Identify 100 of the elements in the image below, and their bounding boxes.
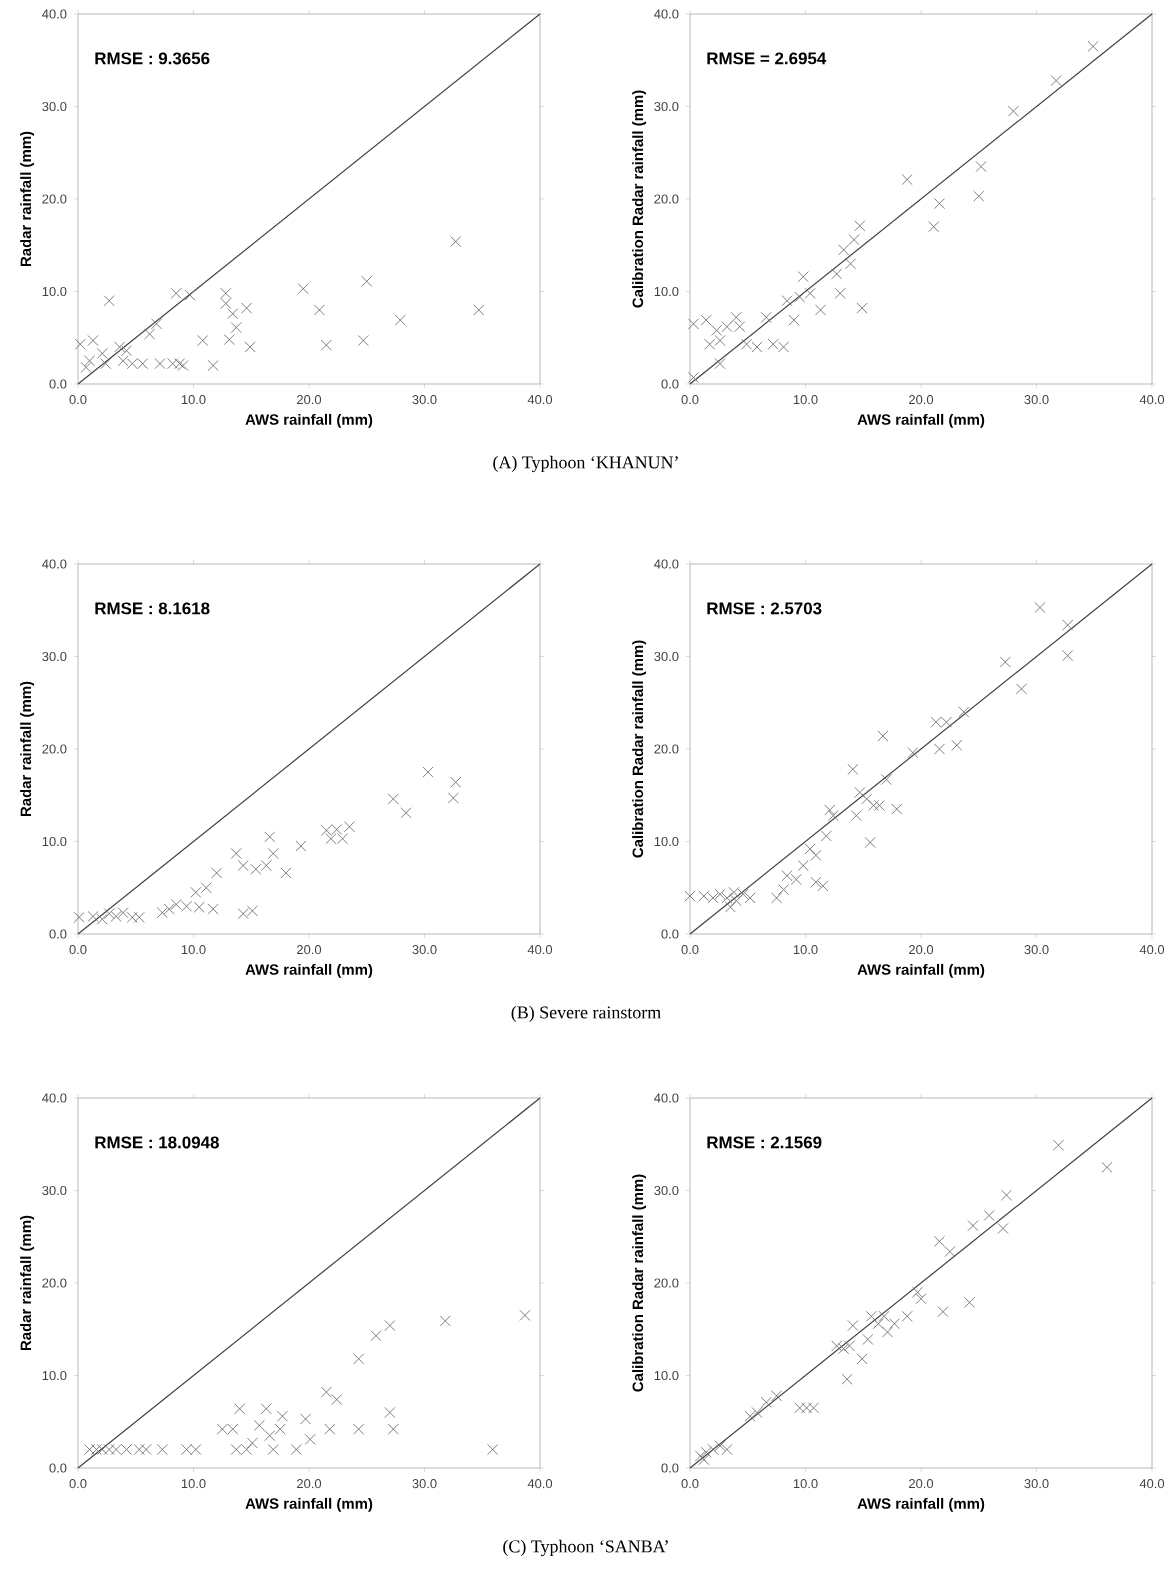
point (967, 1220, 979, 1232)
point (700, 1446, 712, 1458)
point (854, 786, 866, 798)
point (299, 1413, 312, 1425)
point (838, 1343, 850, 1355)
point (760, 1396, 772, 1408)
point (801, 1402, 813, 1414)
point (313, 304, 325, 316)
point (963, 1296, 976, 1308)
point (912, 1286, 924, 1298)
point (246, 1437, 258, 1449)
point (422, 766, 434, 778)
point (290, 1443, 302, 1456)
point (473, 304, 485, 316)
annotation: RMSE : 9.3656 (95, 52, 210, 65)
point (207, 359, 219, 372)
text: (A) Typhoon ‘KHANUN’ (493, 455, 678, 473)
point (387, 793, 399, 805)
point (778, 884, 790, 896)
point (519, 1309, 531, 1321)
point (880, 773, 892, 786)
point (96, 347, 108, 359)
point (400, 807, 412, 819)
point (698, 1454, 710, 1466)
point (1007, 105, 1019, 117)
point (100, 358, 112, 370)
point (928, 221, 940, 233)
point (856, 1353, 868, 1365)
point (714, 1440, 726, 1452)
point (357, 334, 369, 347)
point (394, 314, 406, 326)
point (983, 1209, 995, 1222)
point (361, 275, 373, 287)
point (114, 341, 126, 353)
point (267, 1443, 279, 1456)
point (901, 174, 913, 186)
point (264, 831, 276, 843)
point (487, 1443, 499, 1456)
point (845, 258, 857, 270)
point (1062, 619, 1074, 631)
point (264, 1430, 276, 1442)
point (797, 860, 809, 872)
point (751, 1406, 763, 1419)
point (353, 1353, 365, 1365)
point (999, 656, 1011, 668)
point (324, 1423, 336, 1435)
point (280, 867, 292, 879)
point (797, 271, 809, 283)
point (439, 1315, 451, 1327)
point (223, 334, 235, 346)
point (151, 318, 163, 330)
point (861, 793, 873, 805)
point (220, 287, 232, 299)
point (163, 903, 175, 915)
point (144, 328, 156, 340)
point (140, 1443, 152, 1456)
point (133, 911, 145, 923)
point (868, 799, 880, 811)
point (834, 287, 846, 299)
point (888, 1318, 900, 1330)
point (211, 867, 223, 879)
point (854, 220, 866, 232)
point (156, 907, 168, 919)
point (295, 840, 307, 852)
annotation: RMSE = 2.6954 (707, 52, 827, 65)
point (450, 236, 462, 248)
point (241, 302, 253, 314)
point (814, 304, 827, 316)
point (384, 1406, 396, 1419)
point (253, 1419, 265, 1431)
point (820, 830, 832, 842)
point (975, 161, 987, 173)
point (744, 1410, 756, 1422)
point (847, 1320, 859, 1332)
point (276, 1410, 288, 1422)
annotation: RMSE : 2.1569 (707, 1136, 822, 1149)
point (901, 1310, 913, 1322)
point (1087, 40, 1099, 52)
point (274, 1423, 286, 1435)
point (997, 1222, 1009, 1234)
point (873, 799, 885, 811)
point (771, 1390, 783, 1402)
point (881, 1326, 894, 1338)
point (370, 1330, 382, 1342)
point (304, 1433, 316, 1445)
point (933, 198, 946, 210)
point (80, 361, 92, 373)
point (197, 334, 209, 347)
point (771, 892, 783, 904)
point (831, 268, 843, 280)
point (760, 311, 772, 323)
point (244, 341, 256, 353)
point (156, 1443, 168, 1456)
point (933, 743, 946, 755)
point (297, 283, 309, 295)
point (827, 810, 839, 822)
point (1000, 1189, 1013, 1201)
point (331, 1394, 343, 1406)
point (227, 308, 239, 320)
point (384, 1320, 396, 1332)
